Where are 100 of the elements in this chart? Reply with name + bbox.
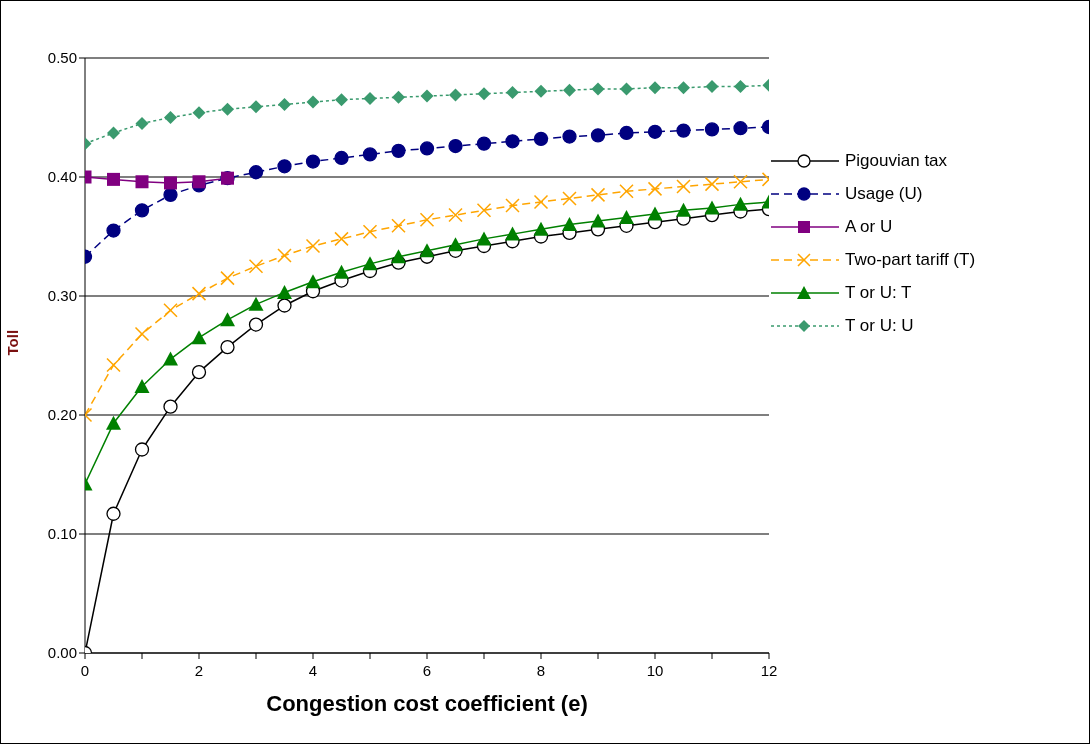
y-tick-label: 0.00 <box>47 644 77 662</box>
point <box>505 134 520 149</box>
point <box>704 200 720 215</box>
point <box>277 248 292 263</box>
point <box>306 95 320 109</box>
legend-label: Pigouvian tax <box>845 151 948 171</box>
point <box>164 111 177 124</box>
point <box>277 298 292 313</box>
point <box>277 284 292 299</box>
point <box>590 187 606 203</box>
y-tick-label: 0.40 <box>47 168 77 186</box>
x-axis-title: Congestion cost coefficient (e) <box>266 690 588 716</box>
point <box>420 89 434 103</box>
point <box>249 100 263 114</box>
point <box>305 238 321 254</box>
point <box>704 176 720 192</box>
point <box>676 123 691 138</box>
point <box>278 97 291 111</box>
legend-label: Two-part tariff (T) <box>845 250 976 270</box>
point <box>476 231 492 246</box>
point <box>733 121 748 136</box>
point <box>419 243 435 258</box>
point <box>419 212 435 228</box>
point <box>192 106 206 120</box>
point <box>590 128 606 143</box>
point <box>733 174 748 190</box>
y-tick-label: 0.10 <box>47 525 77 543</box>
point <box>562 129 577 144</box>
point <box>734 80 747 94</box>
point <box>476 203 492 218</box>
point <box>562 217 577 232</box>
point <box>506 86 519 100</box>
x-tick-label: 2 <box>194 661 204 679</box>
point <box>334 150 349 166</box>
point <box>620 82 633 96</box>
point <box>163 399 178 414</box>
point <box>191 330 207 345</box>
point <box>163 351 178 366</box>
point <box>448 237 463 252</box>
point <box>335 93 348 107</box>
point <box>392 90 405 104</box>
point <box>534 84 548 98</box>
legend-label: A or U <box>845 217 893 237</box>
point <box>248 259 264 274</box>
point <box>391 143 406 158</box>
point <box>106 223 121 238</box>
point <box>221 102 234 116</box>
y-axis-title: Toll <box>4 329 22 356</box>
legend-label: T or U: U <box>845 316 914 336</box>
point <box>391 249 406 264</box>
point <box>334 264 349 279</box>
point <box>391 218 406 234</box>
point <box>505 198 520 213</box>
x-tick-label: 12 <box>760 661 778 679</box>
legend-label: Usage (U) <box>845 184 923 204</box>
point <box>533 194 549 210</box>
point <box>248 317 264 332</box>
x-tick-label: 8 <box>536 661 546 679</box>
point <box>107 126 120 140</box>
point <box>134 442 150 457</box>
point <box>448 138 463 154</box>
point <box>676 202 691 217</box>
y-tick-label: 0.50 <box>47 49 77 67</box>
point <box>704 122 720 137</box>
point <box>363 91 377 105</box>
point <box>619 209 634 224</box>
point <box>191 365 207 380</box>
point <box>164 176 177 190</box>
point <box>477 87 491 101</box>
point <box>419 141 435 156</box>
point <box>135 175 149 189</box>
point <box>562 191 577 206</box>
y-tick-label: 0.30 <box>47 287 77 305</box>
point <box>362 224 378 239</box>
point <box>134 203 150 218</box>
point <box>191 286 207 301</box>
x-tick-label: 6 <box>422 661 432 679</box>
point <box>647 206 663 221</box>
point <box>591 82 605 96</box>
point <box>533 221 549 236</box>
point <box>362 256 378 271</box>
point <box>647 124 663 139</box>
point <box>107 172 120 186</box>
point <box>135 116 149 130</box>
x-tick-label: 4 <box>308 661 318 679</box>
point <box>305 154 321 169</box>
point <box>277 159 292 174</box>
point <box>590 213 606 228</box>
point <box>334 231 349 247</box>
point <box>192 175 206 189</box>
x-tick-label: 0 <box>80 661 90 679</box>
x-tick-label: 10 <box>646 661 664 679</box>
y-tick-label: 0.20 <box>47 406 77 424</box>
point <box>563 83 576 97</box>
point <box>448 207 463 223</box>
point <box>305 274 321 289</box>
point <box>533 131 549 147</box>
point <box>163 187 178 202</box>
point <box>505 226 520 241</box>
point <box>163 303 178 318</box>
